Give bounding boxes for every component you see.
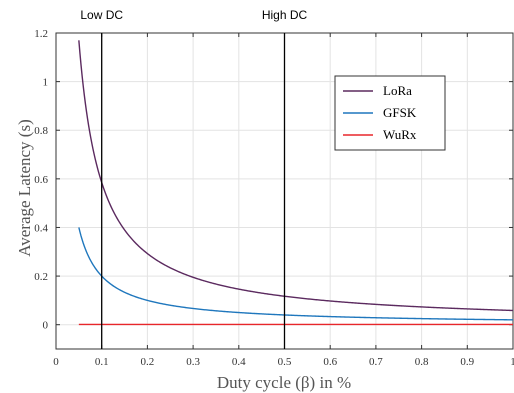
tick-labels: 0 0.1 0.2 0.3 0.4 0.5 0.6 0.7 0.8 0.9 1 0 0.2 0.4 0.6 0… [34,28,514,368]
x-tick-label: 0.5 [278,356,292,368]
x-tick-label: 0.1 [95,356,109,368]
x-tick-label: 0.6 [323,356,337,368]
vertical-markers: Low DC High DC [80,8,308,349]
x-tick-label: 0.9 [460,356,474,368]
vline-label-high-dc: High DC [262,8,308,22]
vline-label-low-dc: Low DC [80,8,123,22]
series-group [78,40,514,326]
series-line-gfsk [78,227,514,321]
y-tick-label: 1.2 [34,28,48,40]
x-tick-label: 0.3 [186,356,200,368]
legend-label-gfsk: GFSK [383,105,417,120]
x-axis-label: Duty cycle (β) in % [217,373,351,392]
y-tick-label: 1 [43,77,49,89]
series-line-lora [78,40,514,312]
x-tick-label: 0.7 [369,356,383,368]
x-tick-label: 0 [53,356,59,368]
y-tick-label: 0.6 [34,174,48,186]
y-tick-label: 0.8 [34,125,48,137]
x-tick-label: 0.4 [232,356,246,368]
y-tick-label: 0.2 [34,271,48,283]
x-tick-label: 0.8 [415,356,429,368]
legend-label-lora: LoRa [383,83,412,98]
y-axis-label: Average Latency (s) [15,119,34,257]
x-tick-label: 1 [510,356,514,368]
legend-label-wurx: WuRx [383,127,417,142]
x-tick-label: 0.2 [141,356,155,368]
legend: LoRa GFSK WuRx [334,75,446,151]
y-tick-label: 0 [43,320,49,332]
y-tick-label: 0.4 [34,222,48,234]
